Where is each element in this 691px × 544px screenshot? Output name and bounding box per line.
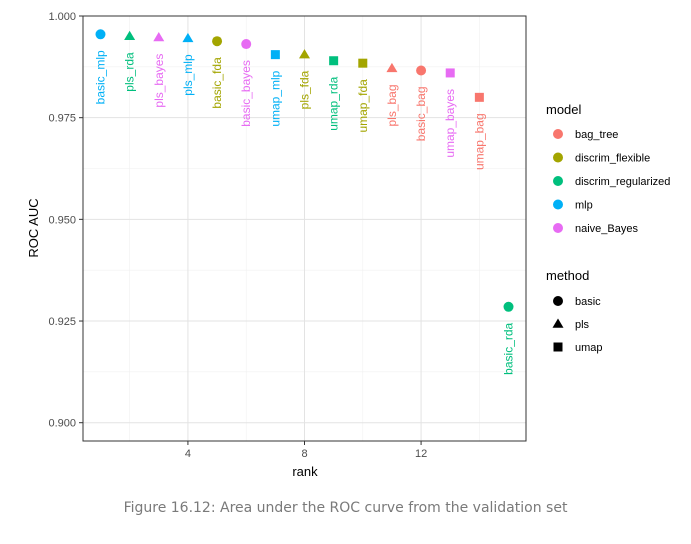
y-tick-label: 0.900	[48, 418, 76, 430]
legend-key-pls	[552, 318, 564, 328]
point-label-umap-rda: umap_rda	[327, 76, 341, 130]
y-tick-label: 0.925	[48, 316, 76, 328]
legend-label-bag-tree: bag_tree	[575, 129, 618, 141]
point-labels: basic_mlp pls_rda pls_bayes pls_mlp basic_fd…	[93, 50, 515, 375]
point-label-pls-mlp: pls_mlp	[181, 54, 195, 96]
y-tick-label: 0.950	[48, 214, 76, 226]
point-label-umap-mlp: umap_mlp	[268, 70, 282, 126]
data-point-basic-bag	[416, 65, 427, 76]
point-label-pls-rda: pls_rda	[123, 52, 137, 92]
point-label-basic-bag: basic_bag	[414, 86, 428, 141]
legend-key-umap	[553, 342, 563, 352]
legend-method-title: method	[546, 268, 589, 283]
point-label-basic-mlp: basic_mlp	[93, 50, 107, 104]
y-axis-title: ROC AUC	[26, 198, 41, 257]
data-point-basic-mlp	[95, 29, 106, 40]
data-point-pls-rda	[124, 30, 136, 41]
y-tick-label: 0.975	[48, 113, 76, 125]
legend-key-mlp	[553, 199, 563, 210]
x-axis-title: rank	[292, 464, 318, 479]
data-point-umap-bag	[474, 92, 484, 102]
x-tick-label: 12	[415, 448, 427, 460]
data-point-basic-bayes	[241, 39, 252, 50]
legend-label-mlp: mlp	[575, 200, 593, 212]
legend-key-naive-Bayes	[553, 223, 563, 233]
legend-label-umap: umap	[575, 342, 603, 354]
figure-caption: Figure 16.12: Area under the ROC curve f…	[123, 500, 568, 516]
data-point-umap-bayes	[445, 68, 455, 78]
x-tick-label: 8	[301, 448, 307, 460]
data-point-basic-rda	[503, 301, 514, 312]
point-label-pls-fda: pls_fda	[298, 70, 312, 109]
point-label-pls-bag: pls_bag	[385, 84, 399, 126]
data-point-umap-mlp	[270, 50, 280, 60]
data-point-pls-fda	[299, 49, 310, 59]
data-point-basic-fda	[212, 36, 223, 47]
data-points	[95, 29, 514, 312]
point-label-basic-bayes: basic_bayes	[239, 60, 253, 127]
legend-key-basic	[553, 296, 563, 306]
legend-label-discrim-regularized: discrim_regularized	[575, 176, 670, 188]
point-label-basic-rda: basic_rda	[502, 322, 516, 374]
data-point-pls-bayes	[153, 32, 165, 42]
legend: model bag_tree discrim_flexible discrim_reg…	[546, 102, 670, 354]
point-label-umap-bayes: umap_bayes	[443, 89, 457, 158]
axes: 0.900 0.925 0.950 0.975 1.000 4 8 12	[48, 11, 427, 460]
x-tick-label: 4	[185, 448, 191, 460]
point-label-basic-fda: basic_fda	[210, 57, 224, 109]
point-label-pls-bayes: pls_bayes	[152, 54, 166, 108]
legend-label-pls: pls	[575, 319, 590, 331]
legend-key-bag-tree	[553, 129, 563, 139]
data-point-umap-fda	[358, 58, 368, 68]
legend-key-discrim-flexible	[553, 152, 563, 163]
legend-label-basic: basic	[575, 296, 601, 308]
legend-label-naive-Bayes: naive_Bayes	[575, 223, 638, 235]
data-point-pls-bag	[386, 62, 398, 73]
legend-label-discrim-flexible: discrim_flexible	[575, 153, 650, 165]
legend-model-title: model	[546, 102, 582, 117]
data-point-pls-mlp	[182, 32, 194, 43]
point-label-umap-bag: umap_bag	[472, 113, 486, 170]
point-label-umap-fda: umap_fda	[356, 79, 370, 133]
y-tick-label: 1.000	[48, 11, 76, 23]
legend-key-discrim-regularized	[553, 176, 563, 186]
data-point-umap-rda	[329, 56, 339, 66]
